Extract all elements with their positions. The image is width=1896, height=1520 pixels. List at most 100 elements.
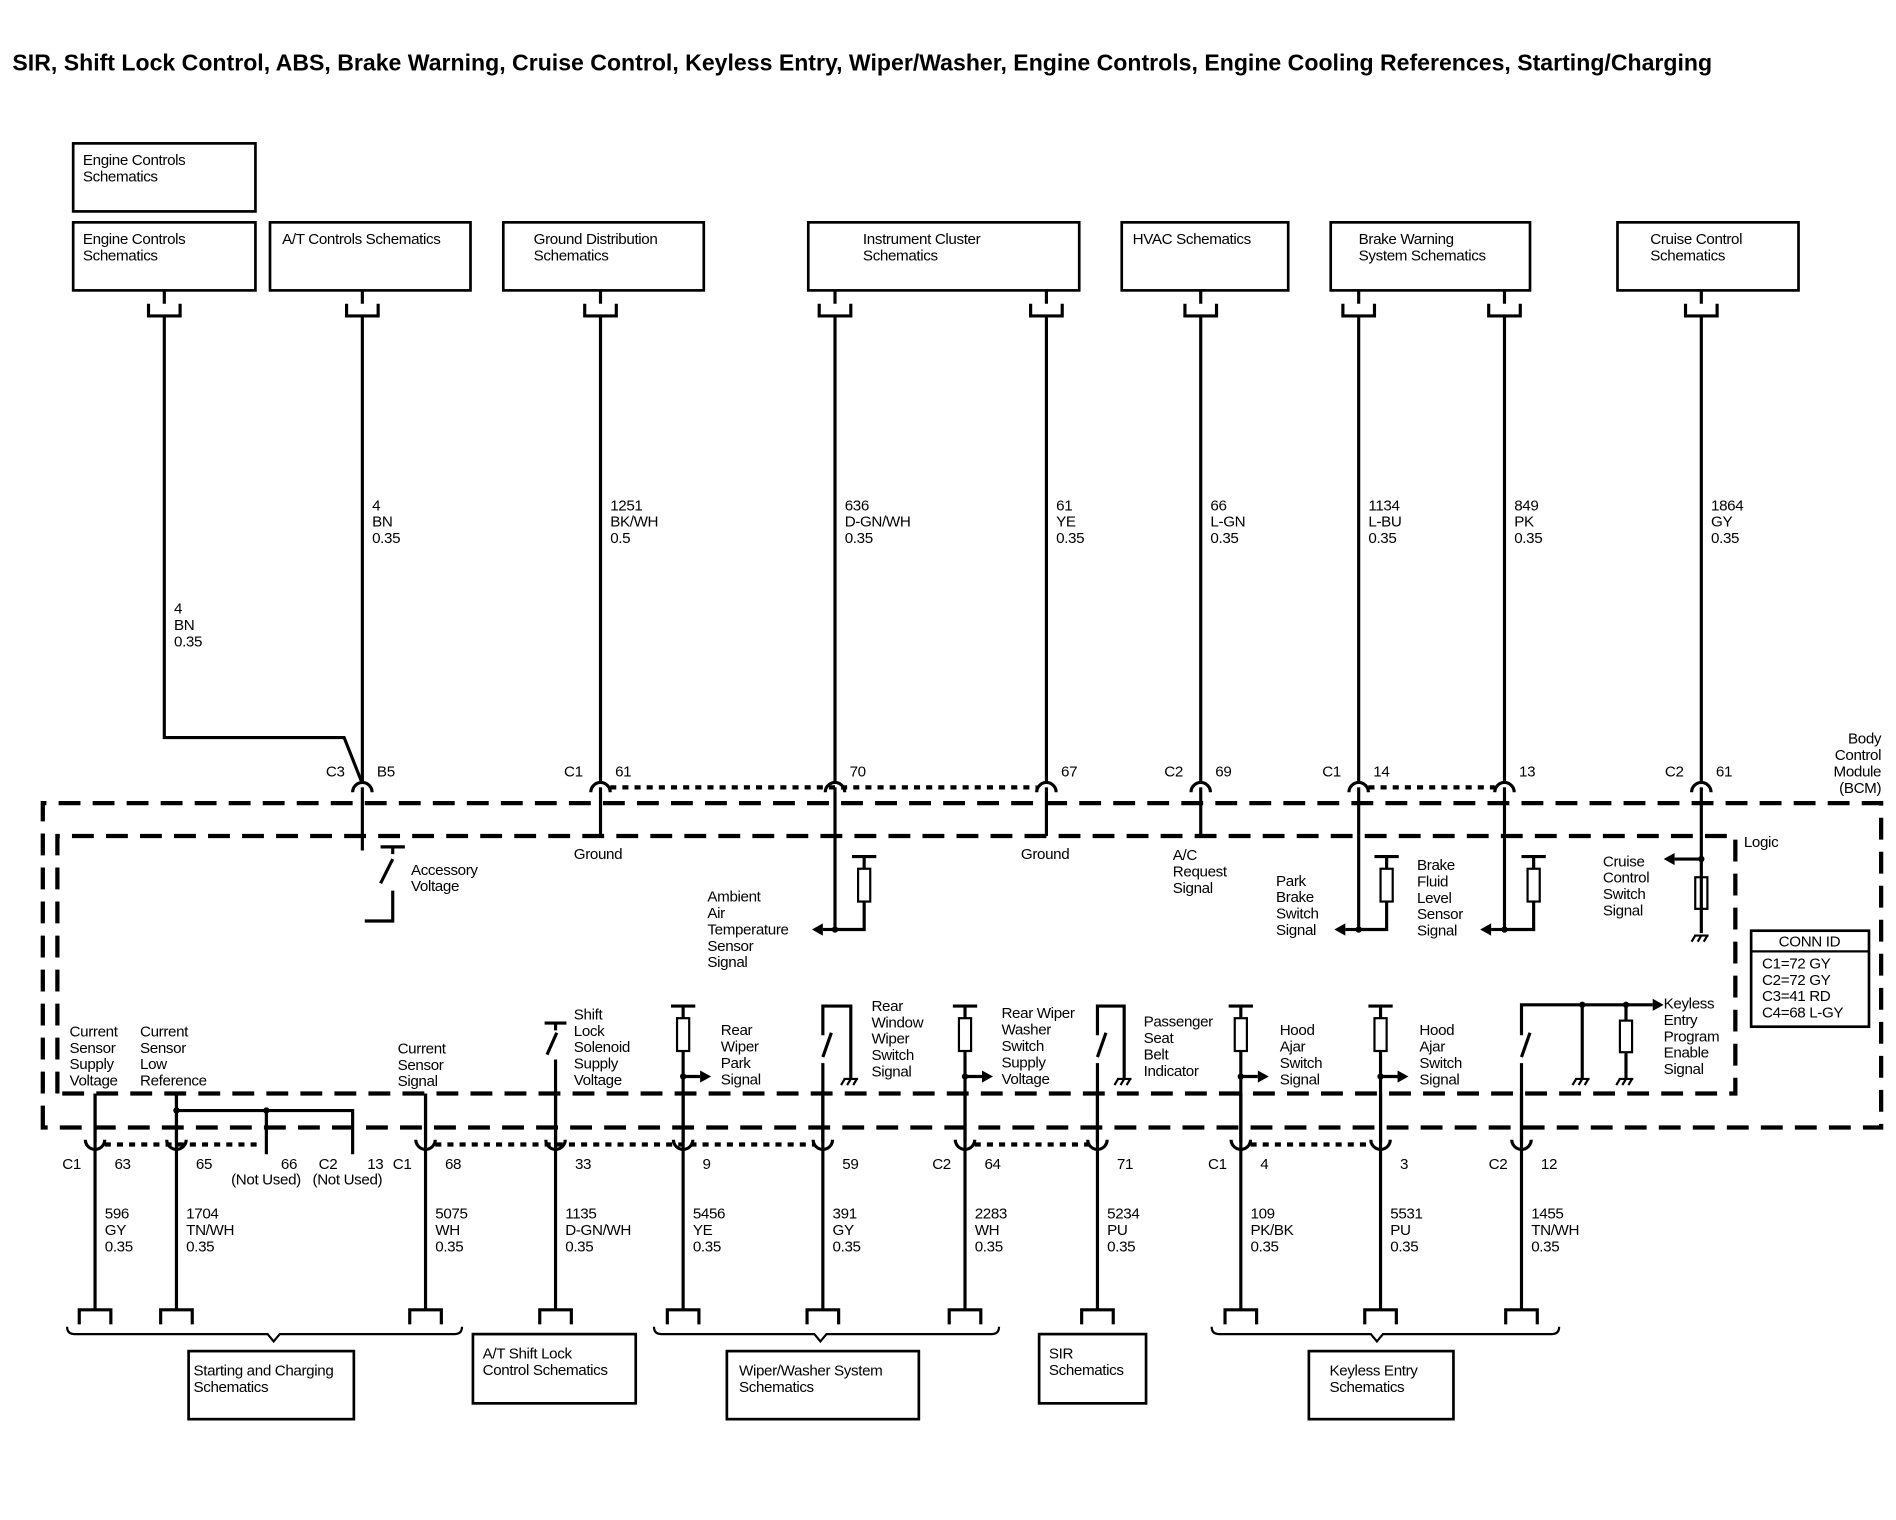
wire	[833, 835, 1703, 934]
internal-signal-label-line: Supply	[70, 1056, 115, 1073]
wire-label: 636 D-GN/WH 0.35	[845, 497, 911, 547]
wire-harness-connector	[408, 1308, 443, 1325]
reference-box-bottom[interactable]	[187, 1349, 356, 1421]
wire-harness-connector	[1341, 290, 1377, 318]
internal-signal-label-line: Signal	[1173, 880, 1213, 897]
wire-color: GY	[105, 1222, 126, 1239]
wire-gauge: 0.35	[1514, 530, 1542, 547]
pin-number: 69	[1215, 763, 1231, 780]
ground-icon	[1690, 934, 1709, 943]
reference-box-top[interactable]	[268, 221, 472, 292]
internal-signal-label-line: Switch	[1603, 886, 1646, 903]
wire-circuit: 596	[105, 1206, 129, 1223]
reference-box-top[interactable]	[1120, 221, 1290, 292]
internal-signal-label-line: Signal	[1664, 1061, 1704, 1078]
reference-box-label-line: HVAC Schematics	[1133, 231, 1252, 248]
bcm-connector-terminal	[1189, 780, 1213, 793]
internal-signal-label-line: Sensor	[70, 1040, 116, 1057]
internal-signal-label-line: Voltage	[70, 1073, 118, 1090]
wire-gauge: 0.35	[1056, 530, 1084, 547]
internal-signal-label-line: Ajar	[1419, 1039, 1445, 1056]
internal-signal-label-line: Park	[721, 1055, 752, 1072]
internal-signal-label-line: Sensor	[398, 1057, 444, 1074]
internal-signal-label-line: Sensor	[707, 938, 753, 955]
internal-signal-label-line: Current	[398, 1040, 447, 1057]
wire-harness-connector	[344, 290, 380, 318]
pin-number: 14	[1373, 763, 1389, 780]
resistor-icon-lead	[670, 1004, 696, 1019]
wire-gauge: 0.35	[693, 1238, 721, 1255]
internal-signal-label-line: Signal	[1419, 1071, 1459, 1088]
internal-signal-label-line: Signal	[721, 1071, 761, 1088]
wire-gauge: 0.35	[565, 1238, 593, 1255]
internal-signal-label-line: Voltage	[574, 1072, 622, 1089]
reference-box-bottom[interactable]	[1307, 1349, 1455, 1421]
pin-number: 67	[1061, 763, 1077, 780]
reference-box-label-line: Schematics	[863, 248, 939, 265]
connector-id: C1	[564, 763, 583, 780]
reference-box-label-line: Schematics	[193, 1379, 269, 1396]
wire-circuit: 1251	[610, 497, 642, 514]
wire-color: PU	[1390, 1222, 1410, 1239]
wire-label: 5075 WH 0.35	[435, 1206, 467, 1256]
internal-signal-label: Passenger Seat Belt Indicator	[1144, 1014, 1214, 1080]
wire	[1504, 901, 1536, 932]
logic-label: Logic	[1744, 834, 1779, 851]
conn-id-rows-line: C2=72 GY	[1762, 972, 1831, 989]
pin-number: 68	[445, 1156, 461, 1173]
wire-harness-connector	[1487, 290, 1522, 318]
wire-harness-connector	[817, 290, 853, 318]
conn-id-rows-line: C3=41 RD	[1762, 988, 1831, 1005]
reference-box-label-line: Schematics	[534, 248, 610, 265]
reference-box-bottom[interactable]	[471, 1332, 638, 1405]
pin-number: 9	[703, 1156, 711, 1173]
internal-signal-label-line: Signal	[871, 1064, 911, 1081]
bcm-connector-terminal	[1035, 780, 1058, 793]
connector-id: C2	[1164, 763, 1183, 780]
wire-circuit: 391	[833, 1206, 857, 1223]
internal-signal-label-line: Shift	[574, 1006, 604, 1023]
internal-signal-label-line: Seat	[1144, 1030, 1175, 1047]
reference-box-label: SIR Schematics	[1049, 1345, 1125, 1378]
wire-circuit: 849	[1514, 497, 1538, 514]
wire-circuit: 1704	[186, 1206, 218, 1223]
reference-box-frame	[1616, 221, 1800, 292]
resistor-icon	[856, 867, 872, 903]
wire	[1358, 901, 1389, 932]
internal-signal-label-line: Hood	[1419, 1022, 1454, 1039]
wire-label: 1704 TN/WH 0.35	[186, 1206, 234, 1256]
reference-box-top[interactable]	[1329, 221, 1532, 292]
internal-signal-label: Rear Window Wiper Switch Signal	[871, 998, 923, 1081]
group-brace	[66, 1326, 464, 1344]
reference-box-label: Instrument Cluster Schematics	[863, 231, 981, 264]
wire-label: 4 BN 0.35	[372, 497, 400, 547]
wire-color: L-GN	[1210, 514, 1245, 531]
wire-circuit: 1135	[565, 1206, 596, 1223]
pin-number: 13	[1519, 763, 1535, 780]
connector-id: C1	[1322, 763, 1341, 780]
reference-box-top[interactable]	[71, 142, 257, 213]
reference-box-top[interactable]	[806, 221, 1081, 292]
wire-gauge: 0.5	[610, 530, 630, 547]
reference-box-bottom[interactable]	[1037, 1332, 1148, 1405]
internal-signal-label-line: Accessory	[411, 862, 478, 879]
wire-color: BK/WH	[610, 514, 658, 531]
internal-signal-label-line: Rear	[871, 998, 903, 1015]
reference-box-label-line: Engine Controls	[83, 152, 186, 169]
switch-icon	[379, 858, 395, 885]
internal-signal-label-line: Program	[1664, 1028, 1720, 1045]
reference-box-label-line: SIR	[1049, 1345, 1074, 1362]
reference-box-top[interactable]	[1616, 221, 1800, 292]
reference-box-bottom[interactable]	[725, 1349, 921, 1421]
wire-label: 1251 BK/WH 0.5	[610, 497, 658, 547]
resistor-icon	[1373, 1017, 1388, 1053]
reference-box-top[interactable]	[71, 221, 257, 292]
internal-signal-label: A/C Request Signal	[1173, 847, 1228, 897]
reference-box-label-line: Schematics	[83, 169, 159, 186]
reference-box-top[interactable]	[501, 221, 706, 292]
internal-signal-label: Rear Wiper Washer Switch Supply Voltage	[1001, 1005, 1074, 1088]
wire-label-line: BN	[174, 617, 194, 634]
splice-dot	[263, 1107, 270, 1114]
wire-gauge: 0.35	[1368, 530, 1396, 547]
internal-signal-label: Keyless Entry Program Enable Signal	[1664, 995, 1720, 1078]
